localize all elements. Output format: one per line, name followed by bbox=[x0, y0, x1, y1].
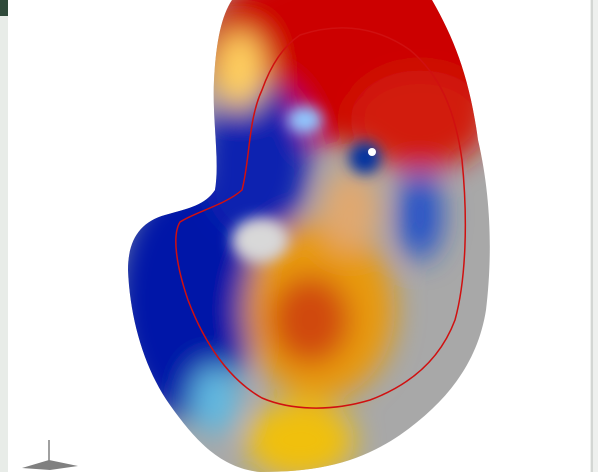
corner-marker bbox=[0, 0, 8, 16]
scalar-field bbox=[128, 0, 490, 472]
left-edge bbox=[0, 0, 8, 472]
contour-line bbox=[175, 27, 467, 409]
right-edge bbox=[590, 0, 598, 472]
axis-glyph bbox=[22, 440, 78, 470]
